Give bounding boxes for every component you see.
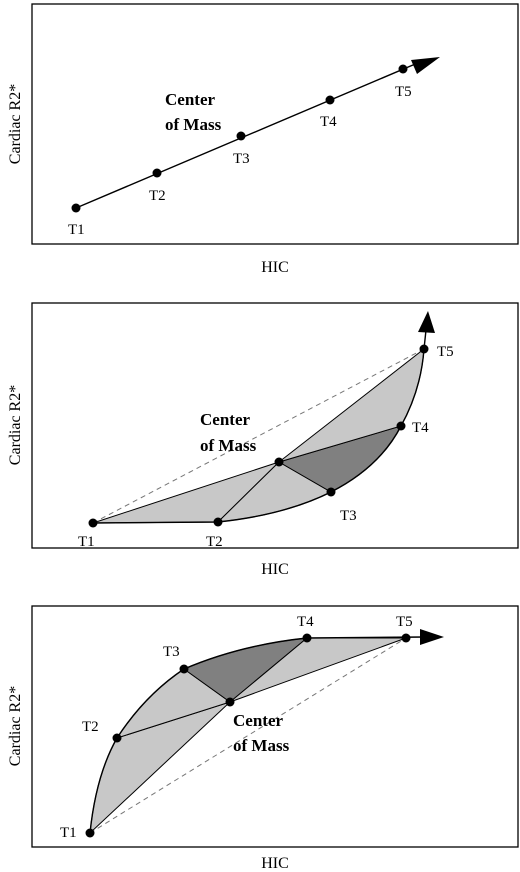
panel-bottom-x-axis-label: HIC <box>261 855 289 872</box>
panel-top-label-t5: T5 <box>395 84 412 100</box>
panel-bottom-y-axis-label: Cardiac R2* <box>7 686 24 766</box>
panel-middle-x-axis-label: HIC <box>261 561 289 578</box>
panel-top-point-t2 <box>152 168 162 178</box>
panel-middle-frame <box>31 302 519 549</box>
panel-bottom-center-of-mass-point <box>225 697 235 707</box>
panel-middle-label-t3: T3 <box>340 508 357 524</box>
panel-middle-y-axis-label: Cardiac R2* <box>7 385 24 465</box>
panel-top-label-t4: T4 <box>320 114 337 130</box>
panel-middle-point-t2 <box>213 517 223 527</box>
panel-middle-point-t1 <box>88 518 98 528</box>
panel-bottom-dashed-line <box>89 637 407 834</box>
panel-middle-label-t4: T4 <box>412 420 429 436</box>
panel-bottom: T1 T2 T3 T4 T5 Center of Mass HIC Cardia… <box>7 605 519 872</box>
panel-top-frame <box>31 3 519 245</box>
panel-middle-label-t1: T1 <box>78 534 95 550</box>
panel-top-point-t4 <box>325 95 335 105</box>
panel-middle-point-t3 <box>326 487 336 497</box>
panel-top-point-t5 <box>398 64 408 74</box>
panel-top-point-t1 <box>71 203 81 213</box>
panel-middle-arrowhead-icon <box>418 311 435 333</box>
panel-top-trajectory-line <box>75 61 421 209</box>
panel-bottom-point-t5 <box>401 633 411 643</box>
panel-middle-center-of-mass-line2: of Mass <box>200 436 257 455</box>
panel-bottom-label-t1: T1 <box>60 825 77 841</box>
panel-middle-point-t4 <box>396 421 406 431</box>
panel-top-x-axis-label: HIC <box>261 259 289 276</box>
panel-top-label-t2: T2 <box>149 188 166 204</box>
panel-top-center-of-mass-line2: of Mass <box>165 115 222 134</box>
panel-bottom-center-of-mass-line1: Center <box>233 711 283 730</box>
panel-top-arrowhead-icon <box>411 57 440 74</box>
panel-bottom-frame <box>31 605 519 848</box>
panel-middle-center-of-mass-line1: Center <box>200 410 250 429</box>
panel-top-center-of-mass-line1: Center <box>165 90 215 109</box>
panel-bottom-point-t1 <box>85 828 95 838</box>
panel-bottom-label-t2: T2 <box>82 719 99 735</box>
panel-bottom-arrowhead-icon <box>420 629 444 645</box>
panel-middle: T1 T2 T3 T4 T5 Center of Mass HIC Cardia… <box>7 302 519 578</box>
panel-bottom-point-t4 <box>302 633 312 643</box>
panel-bottom-center-of-mass-line2: of Mass <box>233 736 290 755</box>
panel-middle-label-t5: T5 <box>437 344 454 360</box>
panel-bottom-point-t2 <box>112 733 122 743</box>
panel-middle-trajectory-curve <box>92 329 427 524</box>
panel-middle-center-of-mass-point <box>274 457 284 467</box>
panel-top-y-axis-label: Cardiac R2* <box>7 84 24 164</box>
panel-bottom-label-t5: T5 <box>396 614 413 630</box>
panel-top: T1 T2 T3 T4 T5 Center of Mass HIC Cardia… <box>7 3 519 276</box>
panel-top-label-t1: T1 <box>68 222 85 238</box>
panel-top-point-t3 <box>236 131 246 141</box>
panel-bottom-label-t3: T3 <box>163 644 180 660</box>
panel-bottom-trajectory-curve <box>89 636 426 834</box>
panel-bottom-point-t3 <box>179 664 189 674</box>
panel-bottom-label-t4: T4 <box>297 614 314 630</box>
panel-middle-label-t2: T2 <box>206 534 223 550</box>
panel-middle-point-t5 <box>419 344 429 354</box>
panel-top-label-t3: T3 <box>233 151 250 167</box>
